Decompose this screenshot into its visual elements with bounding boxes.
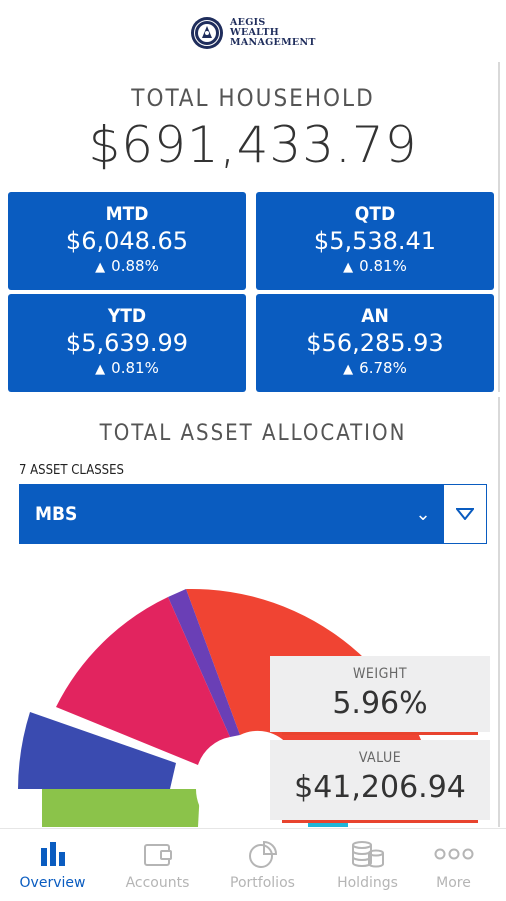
tile-label: AN <box>361 305 389 327</box>
tab-more[interactable]: More <box>403 829 504 901</box>
tile-ytd[interactable]: YTD $5,639.99 ▲ 0.81% <box>8 294 246 392</box>
wallet-icon <box>107 837 208 871</box>
tab-label: Holdings <box>337 875 398 891</box>
tile-qtd[interactable]: QTD $5,538.41 ▲ 0.81% <box>256 192 494 290</box>
performance-tiles: MTD $6,048.65 ▲ 0.88% QTD $5,538.41 ▲ 0.81… <box>8 192 494 392</box>
chevron-down-icon: ⌄ <box>415 503 431 525</box>
dropdown-toggle-button[interactable] <box>443 484 487 544</box>
up-arrow-icon: ▲ <box>343 362 354 377</box>
weight-box: WEIGHT 5.96% <box>270 656 490 735</box>
tab-accounts[interactable]: Accounts <box>107 829 208 901</box>
tile-change: ▲ 6.78% <box>343 359 407 377</box>
asset-class-select[interactable]: MBS ⌄ <box>19 484 487 544</box>
tile-change: ▲ 0.81% <box>95 359 159 377</box>
value-box: VALUE $41,206.94 <box>270 740 490 823</box>
seal-icon <box>191 17 223 49</box>
asset-class-count: 7 ASSET CLASSES <box>19 463 124 478</box>
tab-holdings[interactable]: Holdings <box>317 829 418 901</box>
bottom-tab-bar: Overview Accounts Portfolios Holdings Mo <box>0 828 506 901</box>
tile-label: YTD <box>107 305 147 327</box>
tile-label: QTD <box>354 203 396 225</box>
value-amount: $41,206.94 <box>294 770 466 805</box>
brand-name: AEGIS WEALTH MANAGEMENT <box>230 17 316 48</box>
up-arrow-icon: ▲ <box>95 362 106 377</box>
total-household-value: $691,433.79 <box>88 116 418 174</box>
value-underline <box>282 820 478 823</box>
up-arrow-icon: ▲ <box>343 260 354 275</box>
slice-cyan[interactable] <box>308 819 348 827</box>
tile-value: $56,285.93 <box>306 329 444 357</box>
slice-indigo[interactable] <box>18 712 176 789</box>
allocation-card: TOTAL ASSET ALLOCATION 7 ASSET CLASSES M… <box>8 397 500 827</box>
weight-value: 5.96% <box>332 686 428 721</box>
slice-purple[interactable] <box>168 589 240 737</box>
total-household-label: TOTAL HOUSEHOLD <box>131 84 375 112</box>
value-label: VALUE <box>358 750 402 766</box>
more-dots-icon <box>403 837 504 871</box>
selected-asset-class: MBS <box>35 503 78 525</box>
app-header: AEGIS WEALTH MANAGEMENT <box>0 0 506 62</box>
tab-label: Portfolios <box>230 875 295 891</box>
slice-green[interactable] <box>42 789 200 827</box>
tab-label: Overview <box>19 875 86 891</box>
donut-hole <box>196 745 284 827</box>
tab-portfolios[interactable]: Portfolios <box>212 829 313 901</box>
tile-change: ▲ 0.81% <box>343 257 407 275</box>
pie-chart-icon <box>212 837 313 871</box>
triangle-down-icon <box>456 508 474 520</box>
slice-magenta[interactable] <box>56 597 230 765</box>
allocation-title: TOTAL ASSET ALLOCATION <box>99 421 407 446</box>
brand-logo: AEGIS WEALTH MANAGEMENT <box>190 16 316 50</box>
tile-value: $5,538.41 <box>313 227 437 255</box>
tile-value: $5,639.99 <box>65 329 189 357</box>
tile-value: $6,048.65 <box>65 227 189 255</box>
weight-underline <box>282 732 478 735</box>
tab-overview[interactable]: Overview <box>2 829 103 901</box>
weight-label: WEIGHT <box>352 666 408 682</box>
tile-mtd[interactable]: MTD $6,048.65 ▲ 0.88% <box>8 192 246 290</box>
household-card: TOTAL HOUSEHOLD $691,433.79 MTD $6,048.6… <box>8 62 500 392</box>
tab-label: More <box>436 875 471 891</box>
bar-chart-icon <box>2 837 103 871</box>
tile-label: MTD <box>105 203 149 225</box>
coins-icon <box>317 837 418 871</box>
tile-an[interactable]: AN $56,285.93 ▲ 6.78% <box>256 294 494 392</box>
up-arrow-icon: ▲ <box>95 260 106 275</box>
tab-label: Accounts <box>125 875 190 891</box>
tile-change: ▲ 0.88% <box>95 257 159 275</box>
